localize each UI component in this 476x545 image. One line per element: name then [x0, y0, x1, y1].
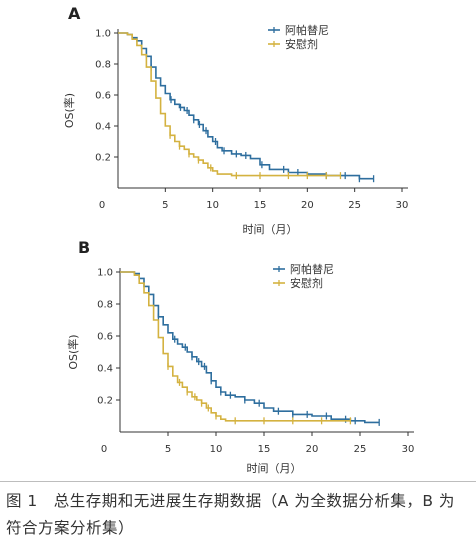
- legend-label: 安慰剂: [290, 276, 323, 290]
- y-tick-label: 0.4: [97, 364, 113, 375]
- legend-label: 阿帕替尼: [290, 262, 334, 276]
- y-tick-label: 1.0: [97, 268, 113, 279]
- x-tick-label: 25: [348, 200, 361, 211]
- y-tick-label: 0.2: [97, 396, 113, 407]
- series-line-1: [118, 32, 374, 180]
- chart-panel-B: B 0 5 10 15 20 25 30 0.2 0.4 0.6 0.8 1.0 时间（月） OS(率) 阿帕…: [66, 238, 414, 475]
- x-tick-label: 20: [306, 444, 319, 455]
- y-tick-label: 0.8: [95, 60, 111, 71]
- y-tick-label: 0.4: [95, 122, 111, 133]
- series-line-1: [120, 271, 380, 424]
- y-tick-label: 0.6: [95, 91, 111, 102]
- legend-label: 安慰剂: [285, 37, 318, 51]
- panel-label: A: [68, 4, 81, 23]
- x-axis-title: 时间（月）: [243, 223, 298, 236]
- figure-caption: 图 1 总生存期和无进展生存期数据（A 为全数据分析集，B 为符合方案分析集）: [6, 492, 455, 537]
- x-tick-label: 10: [206, 200, 219, 211]
- x-tick-label: 15: [254, 200, 267, 211]
- chart-panel-A: A 0 5 10 15 20 25 30 0.2 0.4 0.6 0.8 1.0 时间（月） OS(率) 阿帕…: [62, 4, 408, 236]
- panel-label: B: [78, 238, 90, 257]
- caption-divider: [0, 481, 476, 482]
- x-tick-label: 0: [101, 444, 107, 455]
- y-tick-label: 0.6: [97, 332, 113, 343]
- x-axis-title: 时间（月）: [247, 462, 302, 475]
- x-tick-label: 25: [354, 444, 367, 455]
- legend-label: 阿帕替尼: [285, 23, 329, 37]
- y-axis-title: OS(率): [66, 334, 80, 369]
- series-line-2: [118, 32, 341, 177]
- x-tick-label: 5: [162, 200, 168, 211]
- x-tick-label: 30: [402, 444, 415, 455]
- x-tick-label: 10: [210, 444, 223, 455]
- x-tick-label: 5: [165, 444, 171, 455]
- y-tick-label: 1.0: [95, 29, 111, 40]
- x-tick-label: 30: [396, 200, 409, 211]
- series-line-2: [120, 271, 351, 422]
- x-tick-label: 0: [99, 200, 105, 211]
- y-axis-title: OS(率): [62, 93, 76, 128]
- y-tick-label: 0.8: [97, 300, 113, 311]
- x-tick-label: 15: [258, 444, 271, 455]
- x-tick-label: 20: [301, 200, 314, 211]
- y-tick-label: 0.2: [95, 153, 111, 164]
